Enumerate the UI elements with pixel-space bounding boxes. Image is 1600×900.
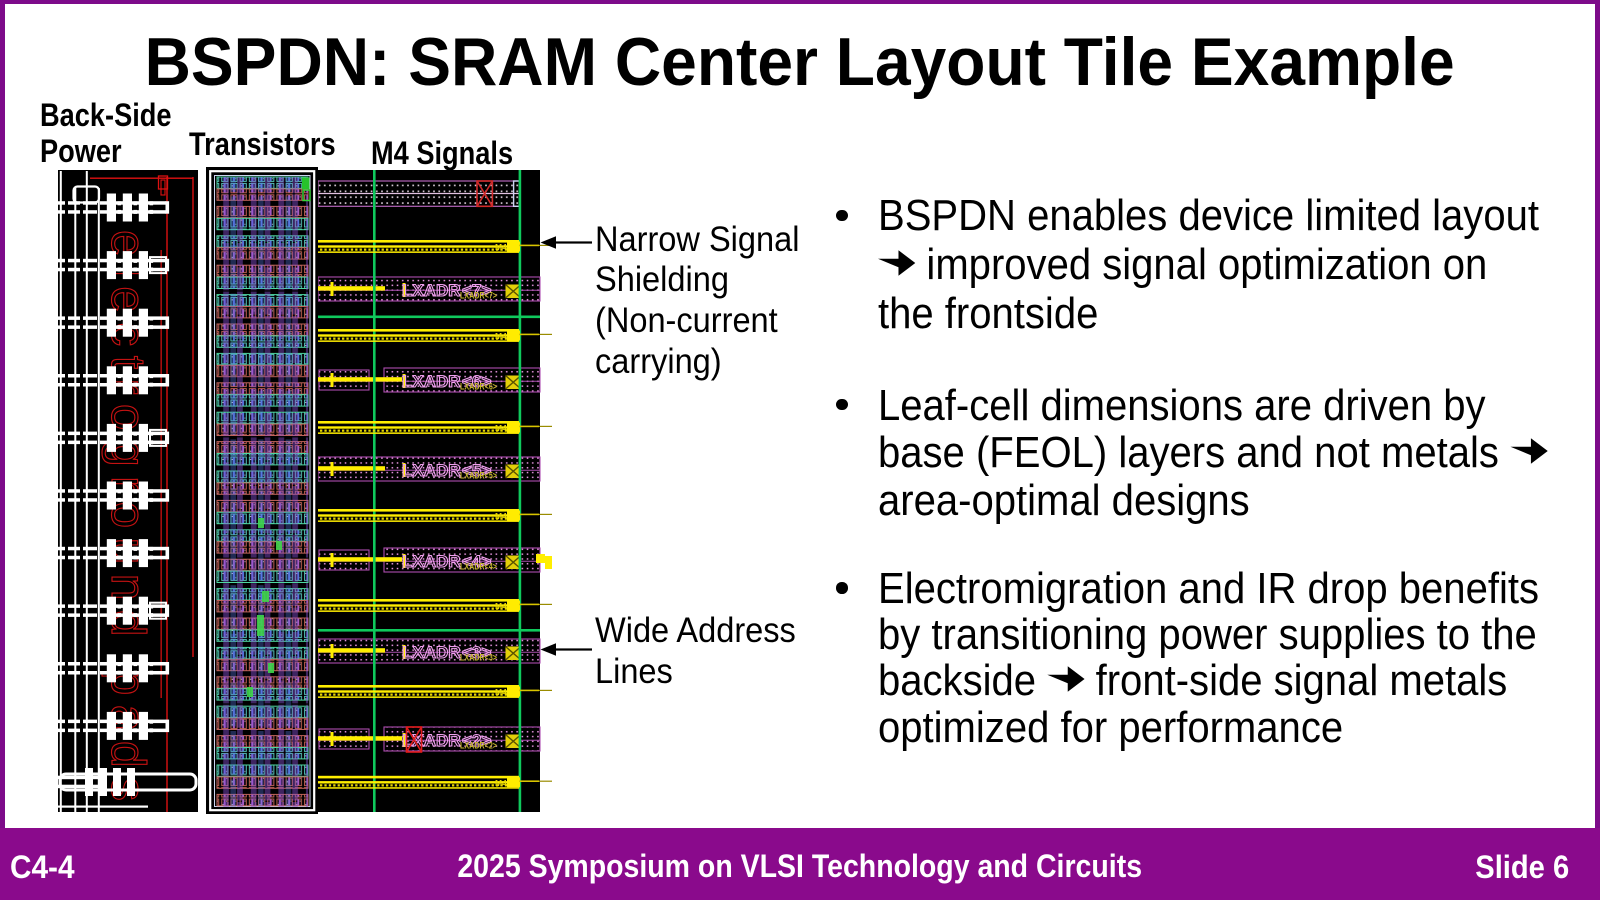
svg-text:<4>: <4> [462,552,491,571]
svg-text:LXADR: LXADR [402,552,461,571]
svg-text:LXADR: LXADR [402,281,461,300]
svg-text:M4: M4 [495,778,507,788]
svg-text:LXADR<4>: LXADR<4> [460,562,497,572]
svg-text:M4: M4 [495,511,507,521]
svg-text:LXADR: LXADR [402,461,461,480]
svg-text:LXADR: LXADR [402,372,461,391]
svg-text:M4: M4 [495,242,507,252]
svg-text:LXADR<5>: LXADR<5> [460,471,497,481]
svg-text:LXADR<6>: LXADR<6> [460,382,497,392]
svg-text:M4: M4 [495,687,507,697]
svg-text:LXADR<2>: LXADR<2> [460,741,497,751]
svg-text:<7>: <7> [462,281,491,300]
svg-text:M4: M4 [495,423,507,433]
svg-text:<5>: <5> [462,461,491,480]
svg-text:<2>: <2> [462,731,491,750]
svg-text:<3>: <3> [462,643,491,662]
svg-text:LXADR<7>: LXADR<7> [460,291,497,301]
svg-text:M4: M4 [495,601,507,611]
svg-text:LXADR: LXADR [402,643,461,662]
svg-text:M4: M4 [495,331,507,341]
svg-text:<6>: <6> [462,372,491,391]
svg-text:LXADR<3>: LXADR<3> [460,653,497,663]
